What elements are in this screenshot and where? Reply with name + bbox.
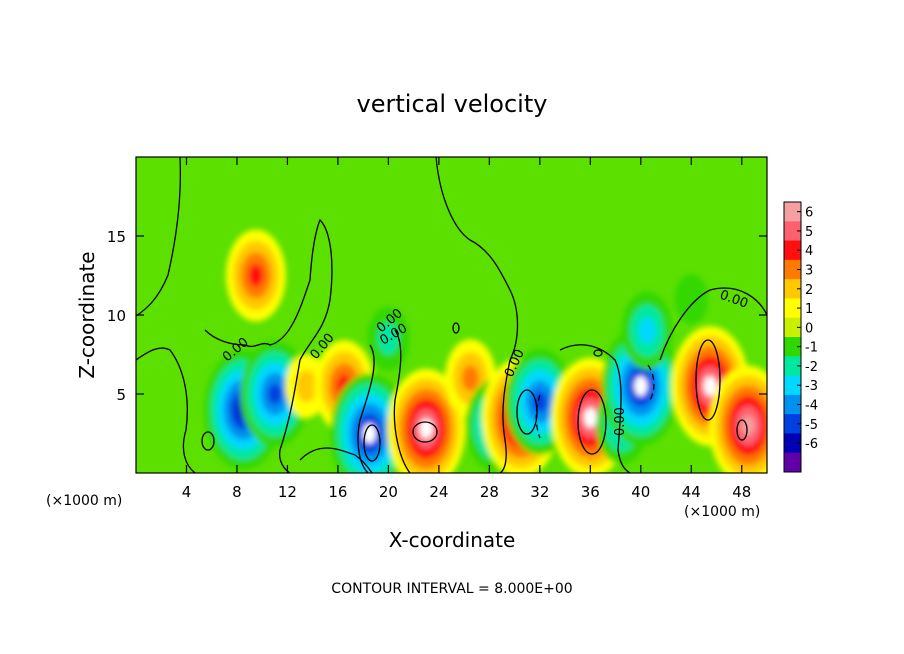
x-tick-label: 4 <box>182 483 192 501</box>
x-tick-label: 16 <box>328 483 347 501</box>
colorbar-tick-label: 5 <box>805 225 813 240</box>
y-tick-label: 15 <box>107 228 126 246</box>
colorbar-tick-label: -4 <box>805 399 818 414</box>
colorbar-tick-label: 4 <box>805 244 813 259</box>
colorbar-swatch <box>784 221 801 242</box>
x-tick-label: 44 <box>682 483 701 501</box>
x-tick-label: 20 <box>379 483 398 501</box>
x-axis-label: X-coordinate <box>389 528 516 552</box>
y-tick-label: 5 <box>116 386 126 404</box>
colorbar-tick-label: -5 <box>805 418 818 433</box>
zero-contours <box>136 157 767 473</box>
colorbar-swatch <box>784 452 801 473</box>
x-tick-label: 32 <box>530 483 549 501</box>
colorbar-swatch <box>784 337 801 357</box>
colorbar-swatch <box>784 375 801 396</box>
colorbar-swatch <box>784 433 801 454</box>
colorbar-tick-label: -1 <box>805 341 818 356</box>
field-feature <box>674 274 708 325</box>
field-feature <box>367 306 410 371</box>
colorbar-swatch <box>784 298 801 319</box>
colorbar-tick-label: 3 <box>805 264 813 279</box>
colorbar-swatch <box>784 240 801 261</box>
colorbar-swatch <box>784 202 801 222</box>
field-feature <box>709 365 767 473</box>
field-feature <box>225 229 286 322</box>
colorbar-tick-label: -2 <box>805 360 818 375</box>
colorbar-tick-label: -6 <box>805 437 818 452</box>
colorbar-swatch <box>784 259 801 280</box>
colorbar-tick-label: 1 <box>805 302 813 317</box>
contour-interval-footer: CONTOUR INTERVAL = 8.000E+00 <box>331 581 572 597</box>
colorbar-tick-label: 2 <box>805 283 813 298</box>
colorbar-swatch <box>784 317 801 338</box>
colorbar: 6 5 4 3 2 1 0 -1 -2 -3 -4 -5 -6 <box>783 201 818 473</box>
x-tick-label: 36 <box>581 483 600 501</box>
x-unit-right: (×1000 m) <box>684 504 760 520</box>
colorbar-swatch <box>784 414 801 434</box>
x-tick-label: 12 <box>278 483 297 501</box>
contour-label: 0.00 <box>613 407 628 436</box>
heatmap-field: 0.00 0.00 0.00 0.00 0.00 0.00 0.00 <box>136 157 767 473</box>
x-tick-label: 8 <box>232 483 242 501</box>
x-tick-label: 48 <box>732 483 751 501</box>
colorbar-tick-label: -3 <box>805 379 818 394</box>
colorbar-swatch <box>784 356 801 377</box>
colorbar-swatch <box>784 394 801 415</box>
colorbar-swatch <box>784 279 801 299</box>
field-feature <box>387 368 466 473</box>
x-unit-left: (×1000 m) <box>46 493 122 509</box>
y-axis-label: Z-coordinate <box>75 251 99 378</box>
colorbar-tick-label: 6 <box>805 206 813 221</box>
x-tick-label: 40 <box>631 483 650 501</box>
field-feature <box>621 291 673 370</box>
colorbar-frame <box>783 201 802 473</box>
field-feature <box>330 373 409 473</box>
colorbar-tick-label: 0 <box>805 321 813 336</box>
x-tick-label: 24 <box>429 483 448 501</box>
x-tick-label: 28 <box>480 483 499 501</box>
y-tick-label: 10 <box>107 307 126 325</box>
chart-title: vertical velocity <box>357 90 548 118</box>
